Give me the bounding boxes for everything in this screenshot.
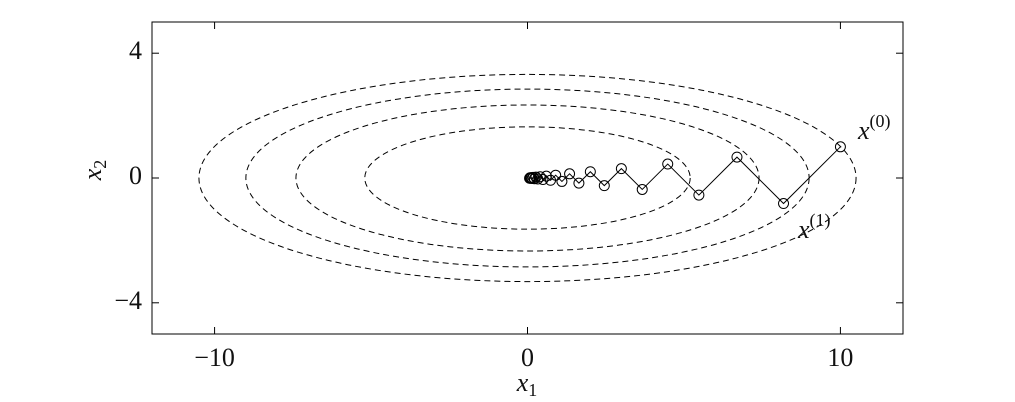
iterate-marker — [778, 198, 790, 210]
y-tick-label: −4 — [114, 286, 142, 315]
contour — [295, 104, 760, 252]
annotation: x(0) — [857, 111, 891, 145]
x-tick-label: −10 — [194, 343, 235, 372]
x-axis-label: x1 — [516, 368, 538, 400]
annotation-sup: (1) — [810, 210, 831, 231]
trajectory — [529, 146, 841, 205]
iterate-marker — [731, 151, 743, 163]
y-axis-label-base: x — [78, 168, 107, 181]
x-axis-label-base: x — [516, 368, 529, 397]
x-tick-label: 0 — [521, 343, 534, 372]
iterate-marker — [662, 158, 674, 170]
x-tick-label: 10 — [827, 343, 853, 372]
annotation-base: x — [857, 116, 870, 145]
iterate-marker — [545, 174, 557, 186]
contour — [198, 73, 857, 283]
iterate-marker — [584, 166, 596, 178]
y-tick-label: 0 — [129, 161, 142, 190]
annotation-base: x — [797, 215, 810, 244]
y-axis-label: x2 — [78, 160, 110, 182]
iterate-marker — [834, 141, 846, 153]
iterate-marker — [556, 175, 568, 187]
iterate-marker — [598, 180, 610, 192]
iterate-marker — [573, 177, 585, 189]
iterate-marker — [693, 189, 705, 201]
iterate-marker — [532, 173, 544, 185]
contour — [364, 126, 691, 230]
y-axis-label-sub: 2 — [90, 160, 110, 169]
iterate-marker — [524, 172, 536, 184]
x-axis-label-sub: 1 — [528, 380, 537, 400]
iterate-marker — [636, 183, 648, 195]
y-tick-label: 4 — [129, 36, 142, 65]
annotation: x(1) — [797, 210, 831, 244]
iterate-marker — [615, 163, 627, 175]
annotation-sup: (0) — [870, 111, 891, 132]
iterate-marker — [564, 168, 576, 180]
